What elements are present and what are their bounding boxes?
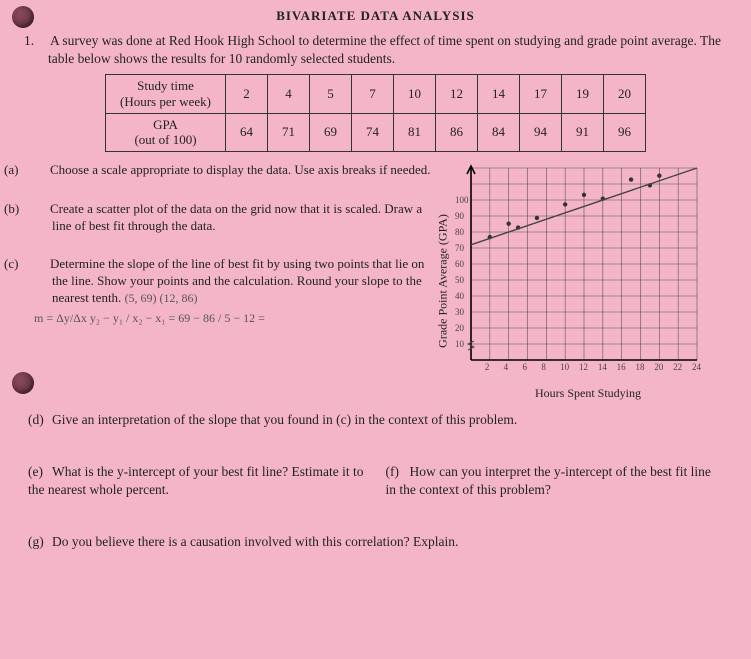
intro-text: A survey was done at Red Hook High Schoo…	[48, 33, 721, 66]
cell-hours: 14	[478, 75, 520, 113]
y-tick: 30	[455, 307, 464, 317]
cell-hours: 12	[436, 75, 478, 113]
x-tick: 4	[504, 362, 509, 372]
sub-f: (f)How can you interpret the y-intercept…	[386, 463, 724, 499]
cell-hours: 5	[310, 75, 352, 113]
chart-grid	[453, 162, 703, 372]
cell-gpa: 69	[310, 113, 352, 151]
y-tick: 80	[455, 227, 464, 237]
x-tick: 24	[692, 362, 701, 372]
data-table: Study time (Hours per week) 245710121417…	[105, 74, 646, 151]
sub-a: (a)Choose a scale appropriate to display…	[28, 162, 443, 179]
y-tick: 20	[455, 323, 464, 333]
cell-gpa: 86	[436, 113, 478, 151]
cell-gpa: 84	[478, 113, 520, 151]
row-header-hours: Study time (Hours per week)	[106, 75, 226, 113]
y-tick: 100	[455, 195, 469, 205]
cell-hours: 20	[604, 75, 646, 113]
y-tick: 10	[455, 339, 464, 349]
handwritten-points: (5, 69) (12, 86)	[125, 291, 198, 305]
y-axis-label: Grade Point Average (GPA)	[436, 214, 451, 348]
x-tick: 10	[560, 362, 569, 372]
cell-gpa: 64	[226, 113, 268, 151]
x-tick: 6	[523, 362, 528, 372]
y-tick: 40	[455, 291, 464, 301]
x-tick: 2	[485, 362, 490, 372]
x-tick: 14	[598, 362, 607, 372]
scatter-chart: Grade Point Average (GPA) Hours Spent St…	[453, 162, 723, 401]
table-row: Study time (Hours per week) 245710121417…	[106, 75, 646, 113]
y-tick: 50	[455, 275, 464, 285]
row-header-gpa: GPA (out of 100)	[106, 113, 226, 151]
x-tick: 22	[673, 362, 682, 372]
sub-d: (d)Give an interpretation of the slope t…	[28, 411, 723, 429]
handwritten-formula: m = Δy/Δx y₂ − y₁ / x₂ − x₁ = 69 − 86 / …	[28, 311, 443, 326]
sub-b: (b)Create a scatter plot of the data on …	[28, 201, 443, 235]
cell-gpa: 81	[394, 113, 436, 151]
cell-gpa: 94	[520, 113, 562, 151]
cell-gpa: 91	[562, 113, 604, 151]
cell-hours: 17	[520, 75, 562, 113]
cell-gpa: 74	[352, 113, 394, 151]
x-tick: 16	[617, 362, 626, 372]
table-row: GPA (out of 100) 64716974818684949196	[106, 113, 646, 151]
cell-hours: 10	[394, 75, 436, 113]
sub-e: (e)What is the y-intercept of your best …	[28, 463, 366, 499]
cell-hours: 7	[352, 75, 394, 113]
cell-hours: 19	[562, 75, 604, 113]
punch-hole-mid	[12, 372, 34, 394]
x-tick: 8	[541, 362, 546, 372]
y-tick: 70	[455, 243, 464, 253]
x-axis-label: Hours Spent Studying	[453, 386, 723, 401]
cell-hours: 2	[226, 75, 268, 113]
sub-c: (c)Determine the slope of the line of be…	[28, 256, 443, 307]
y-tick: 60	[455, 259, 464, 269]
x-tick: 18	[636, 362, 645, 372]
punch-hole-top	[12, 6, 34, 28]
x-tick: 12	[579, 362, 588, 372]
question-intro: 1.A survey was done at Red Hook High Sch…	[36, 32, 723, 68]
cell-hours: 4	[268, 75, 310, 113]
q-number: 1.	[36, 32, 50, 50]
page-title: BIVARIATE DATA ANALYSIS	[28, 8, 723, 24]
x-tick: 20	[654, 362, 663, 372]
cell-gpa: 96	[604, 113, 646, 151]
cell-gpa: 71	[268, 113, 310, 151]
y-tick: 90	[455, 211, 464, 221]
sub-g: (g)Do you believe there is a causation i…	[28, 533, 723, 551]
